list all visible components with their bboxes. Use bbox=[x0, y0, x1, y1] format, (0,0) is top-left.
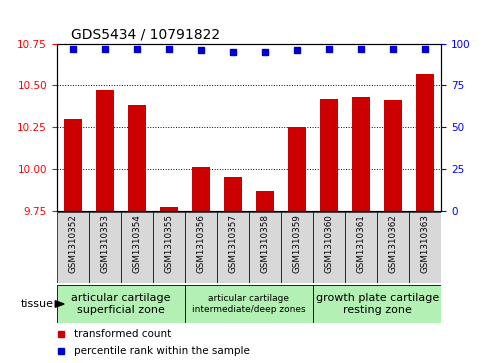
Bar bbox=[57, 212, 89, 283]
Bar bbox=[128, 105, 145, 211]
Bar bbox=[313, 285, 441, 323]
Bar bbox=[377, 212, 409, 283]
Text: GDS5434 / 10791822: GDS5434 / 10791822 bbox=[71, 28, 220, 42]
Text: GSM1310353: GSM1310353 bbox=[100, 215, 109, 273]
Bar bbox=[64, 119, 81, 211]
Bar bbox=[160, 207, 177, 211]
Bar bbox=[185, 285, 313, 323]
Text: GSM1310357: GSM1310357 bbox=[228, 215, 238, 273]
Text: growth plate cartilage
resting zone: growth plate cartilage resting zone bbox=[316, 293, 439, 315]
Text: GSM1310361: GSM1310361 bbox=[356, 215, 366, 273]
Bar bbox=[57, 285, 185, 323]
Bar bbox=[96, 90, 113, 211]
Bar bbox=[224, 177, 242, 211]
Bar bbox=[89, 212, 121, 283]
Text: tissue: tissue bbox=[21, 299, 54, 309]
Text: articular cartilage
superficial zone: articular cartilage superficial zone bbox=[71, 293, 171, 315]
Bar bbox=[385, 100, 402, 211]
Bar bbox=[192, 167, 210, 211]
Bar bbox=[217, 212, 249, 283]
Text: percentile rank within the sample: percentile rank within the sample bbox=[74, 346, 250, 356]
Bar bbox=[281, 212, 313, 283]
Text: GSM1310354: GSM1310354 bbox=[132, 215, 141, 273]
Text: GSM1310356: GSM1310356 bbox=[196, 215, 206, 273]
Text: GSM1310355: GSM1310355 bbox=[164, 215, 174, 273]
Text: GSM1310363: GSM1310363 bbox=[421, 215, 430, 273]
Text: GSM1310358: GSM1310358 bbox=[260, 215, 270, 273]
Bar bbox=[185, 212, 217, 283]
Text: GSM1310352: GSM1310352 bbox=[68, 215, 77, 273]
Bar bbox=[288, 127, 306, 211]
Bar bbox=[153, 212, 185, 283]
Text: GSM1310359: GSM1310359 bbox=[292, 215, 302, 273]
Bar bbox=[121, 212, 153, 283]
Bar bbox=[256, 191, 274, 211]
Bar bbox=[320, 99, 338, 211]
Bar bbox=[409, 212, 441, 283]
Bar bbox=[345, 212, 377, 283]
Text: GSM1310360: GSM1310360 bbox=[324, 215, 334, 273]
Text: GSM1310362: GSM1310362 bbox=[388, 215, 398, 273]
Bar bbox=[352, 97, 370, 211]
Bar bbox=[417, 74, 434, 211]
Text: transformed count: transformed count bbox=[74, 329, 171, 339]
Bar bbox=[313, 212, 345, 283]
Text: articular cartilage
intermediate/deep zones: articular cartilage intermediate/deep zo… bbox=[192, 294, 306, 314]
Bar bbox=[249, 212, 281, 283]
